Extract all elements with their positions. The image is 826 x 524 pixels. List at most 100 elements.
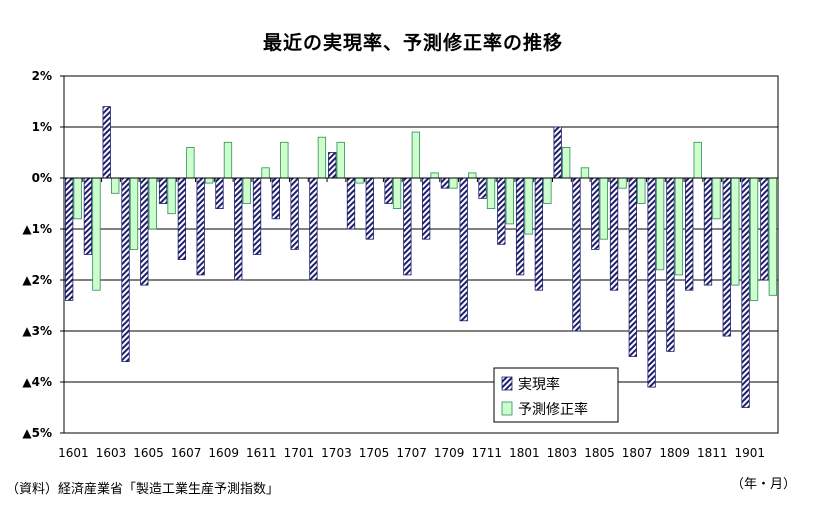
y-tick-label: ▲4% <box>22 375 52 389</box>
legend-swatch-forecast <box>501 401 513 416</box>
x-tick-label: 1603 <box>96 446 127 460</box>
y-tick-label: 0% <box>32 171 52 185</box>
x-tick-label: 1703 <box>321 446 352 460</box>
bar-realization <box>328 152 337 179</box>
chart-title: 最近の実現率、予測修正率の推移 <box>262 32 563 54</box>
x-tick-label: 1605 <box>133 446 164 460</box>
bar-forecast-revision <box>731 177 740 286</box>
bar-realization <box>572 177 581 332</box>
bar-forecast-revision <box>111 177 120 194</box>
unit-note: （年・月） <box>730 477 796 492</box>
bar-forecast-revision <box>449 177 458 189</box>
x-tick-labels: 1601 1603 1605 1607 1609 1611 1701 1703 1705 1707… <box>58 446 765 460</box>
bar-forecast-revision <box>392 177 402 210</box>
x-tick-label: 1811 <box>697 446 728 460</box>
y-tick-label: 2% <box>32 69 52 83</box>
bar-forecast-revision <box>486 177 496 210</box>
legend: 実現率 予測修正率 <box>493 367 619 423</box>
bar-realization <box>121 177 130 363</box>
bar-forecast-revision <box>73 177 82 220</box>
bar-realization <box>760 177 769 281</box>
bar-forecast-revision <box>693 141 702 179</box>
x-tick-label: 1711 <box>471 446 502 460</box>
bar-realization <box>703 177 713 286</box>
bar-forecast-revision <box>186 146 195 179</box>
bar-forecast-revision <box>524 177 533 235</box>
bar-realization <box>421 177 431 240</box>
x-tick-label: 1803 <box>547 446 578 460</box>
bar-forecast-revision <box>468 172 477 179</box>
legend-swatch-realization <box>501 376 513 391</box>
bar-forecast-revision <box>317 136 327 179</box>
bar-realization <box>553 126 562 179</box>
bar-forecast-revision <box>505 177 514 225</box>
bar-realization <box>534 177 544 291</box>
x-tick-label: 1707 <box>396 446 427 460</box>
bar-realization <box>365 177 374 240</box>
bar-forecast-revision <box>280 141 289 179</box>
bar-forecast-revision <box>167 177 176 215</box>
y-tick-label: ▲1% <box>22 222 52 236</box>
x-tick-label: 1609 <box>208 446 239 460</box>
bar-realization <box>290 177 299 250</box>
x-tick-label: 1611 <box>246 446 277 460</box>
y-tick-labels: 2% 1% 0% ▲1% ▲2% ▲3% ▲4% ▲5% <box>22 69 52 440</box>
bar-realization <box>591 177 600 250</box>
bar-forecast-revision <box>205 177 214 184</box>
legend-label-realization: 実現率 <box>518 376 560 393</box>
bar-forecast-revision <box>129 177 139 250</box>
bar-forecast-revision <box>580 167 590 179</box>
bar-forecast-revision <box>655 177 665 271</box>
axes <box>60 75 779 434</box>
bars <box>64 106 778 408</box>
bar-forecast-revision <box>618 177 627 189</box>
legend-label-forecast: 予測修正率 <box>518 401 588 418</box>
bar-realization <box>346 177 356 230</box>
bar-forecast-revision <box>223 141 233 179</box>
bar-forecast-revision <box>148 177 157 230</box>
x-tick-label: 1601 <box>58 446 89 460</box>
bar-realization <box>459 177 468 322</box>
bar-realization <box>722 177 731 337</box>
bar-realization <box>666 177 675 352</box>
bar-realization <box>196 177 205 276</box>
bar-forecast-revision <box>355 177 364 184</box>
bar-realization <box>628 177 637 357</box>
bar-realization <box>215 177 224 210</box>
bar-realization <box>309 177 318 281</box>
bar-forecast-revision <box>768 177 778 296</box>
bar-realization <box>158 177 168 204</box>
y-tick-label: ▲3% <box>22 324 52 338</box>
bar-forecast-revision <box>599 177 608 240</box>
y-tick-label: 1% <box>32 120 52 134</box>
bar-realization <box>83 177 93 255</box>
bar-realization <box>403 177 412 276</box>
x-tick-label: 1709 <box>434 446 465 460</box>
bar-realization <box>234 177 243 281</box>
x-tick-label: 1607 <box>171 446 202 460</box>
bar-forecast-revision <box>430 172 439 179</box>
x-tick-label: 1805 <box>584 446 615 460</box>
bar-forecast-revision <box>242 177 251 204</box>
bar-forecast-revision <box>712 177 721 220</box>
bar-realization <box>440 177 450 189</box>
bar-forecast-revision <box>543 177 552 204</box>
bar-forecast-revision <box>261 167 270 179</box>
bar-realization <box>384 177 393 204</box>
x-tick-label: 1701 <box>284 446 315 460</box>
bar-realization <box>478 177 487 199</box>
bar-forecast-revision <box>411 131 421 179</box>
bar-forecast-revision <box>336 141 345 179</box>
bar-realization <box>64 177 74 301</box>
bar-realization <box>741 177 750 408</box>
x-tick-label: 1901 <box>735 446 766 460</box>
legend-box <box>493 367 619 423</box>
x-tick-label: 1807 <box>622 446 653 460</box>
bar-realization <box>177 177 187 260</box>
bar-forecast-revision <box>92 177 101 291</box>
bar-realization <box>515 177 525 276</box>
x-tick-label: 1705 <box>359 446 390 460</box>
bar-forecast-revision <box>562 146 571 179</box>
bar-realization <box>609 177 619 291</box>
